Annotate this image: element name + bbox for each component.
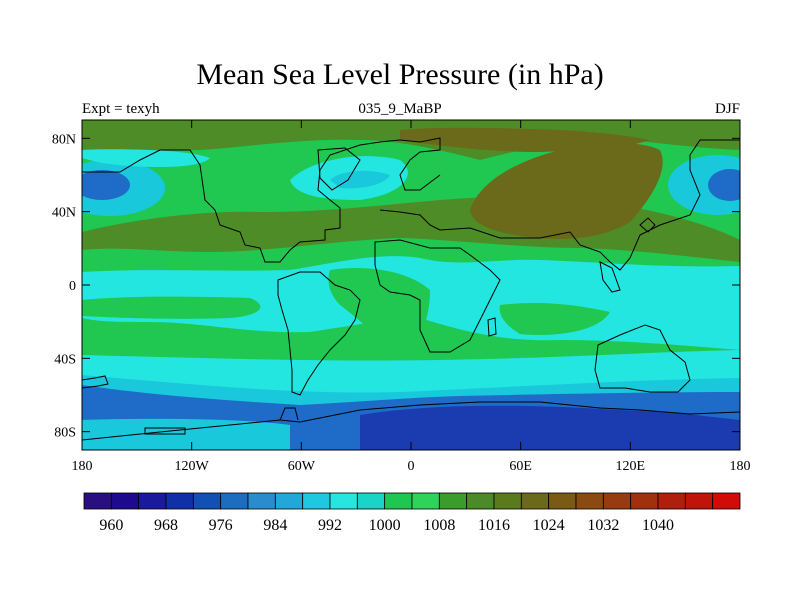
y-tick-label: 40N	[52, 206, 76, 221]
x-axis: 180 120W 60W 0 60E 120E 180	[72, 120, 751, 474]
contour-low-ne-outer	[668, 155, 740, 215]
colorbar-swatch	[438, 492, 468, 510]
colorbar-label: 992	[318, 517, 342, 534]
contour-low-ne-inner	[708, 169, 740, 201]
period-label: 035_9_MaBP	[358, 101, 442, 117]
north-america-outline	[82, 137, 441, 263]
experiment-label: Expt = texyh	[82, 101, 160, 117]
colorbar-swatch	[83, 492, 112, 510]
colorbar-swatch	[356, 492, 386, 510]
colorbar-label: 976	[209, 517, 233, 534]
x-tick-label: 0	[408, 459, 415, 474]
contour-green-patch-4	[499, 302, 610, 336]
contour-lightblue-atlantic	[330, 170, 390, 189]
contour-deepblue-south	[360, 405, 740, 450]
y-axis: 80N 40N 0 40S 80S	[52, 132, 740, 441]
colorbar-label: 984	[263, 517, 287, 534]
colorbar-swatch	[520, 492, 550, 510]
y-tick-label: 80S	[54, 426, 76, 441]
colorbar-swatch	[575, 492, 604, 510]
antarctica-outline	[82, 401, 740, 441]
colorbar-label: 960	[99, 517, 123, 534]
y-tick-label: 80N	[52, 132, 76, 147]
contour-brown-asia	[470, 143, 663, 240]
contour-green-patch-3	[328, 268, 430, 352]
colorbar-swatch	[466, 492, 495, 510]
colorbar-label: 1032	[587, 517, 619, 534]
contour-cyan-antarctic	[82, 418, 290, 450]
x-tick-label: 60E	[509, 459, 532, 474]
x-tick-label: 120E	[616, 459, 646, 474]
colorbar-swatch	[220, 492, 249, 510]
colorbar-label: 1008	[423, 517, 455, 534]
contour-brown-north	[400, 127, 650, 152]
colorbar-swatch	[138, 492, 167, 510]
eurasia-outline	[379, 139, 740, 271]
x-tick-label: 180	[72, 459, 93, 474]
colorbar-label: 968	[154, 517, 178, 534]
japan-outline	[639, 217, 656, 233]
contour-green-patch-2	[188, 333, 272, 357]
colorbar-swatch	[110, 492, 140, 510]
southwest-island-outline	[82, 375, 109, 389]
colorbar-swatch	[165, 492, 194, 510]
colorbar-swatch	[192, 492, 222, 510]
australia-outline	[594, 324, 691, 393]
africa-outline	[374, 239, 501, 353]
y-tick-label: 0	[69, 279, 76, 294]
colorbar-swatch	[247, 492, 276, 510]
continent-outlines	[82, 137, 740, 441]
colorbar-swatch	[684, 492, 714, 510]
colorbar-swatch	[712, 492, 741, 510]
colorbar-label: 1000	[369, 517, 401, 534]
colorbar-swatch	[329, 492, 358, 510]
colorbar-label: 1016	[478, 517, 510, 534]
colorbar-swatch	[411, 492, 440, 510]
x-tick-label: 60W	[288, 459, 316, 474]
colorbar-label: 1040	[642, 517, 674, 534]
colorbar: 960 968 976 984 992 1000 1008 1016 1024 1032 1040	[83, 492, 741, 534]
colorbar-swatch	[493, 492, 522, 510]
colorbar-swatch	[657, 492, 686, 510]
colorbar-swatch	[548, 492, 577, 510]
antarctic-shelf-outline	[144, 427, 186, 435]
greenland-outline	[317, 147, 361, 191]
colorbar-swatch	[602, 492, 632, 510]
contour-low-nw-inner	[82, 170, 130, 200]
colorbar-label: 1024	[533, 517, 565, 534]
contour-cyan-arctic	[82, 149, 210, 168]
season-label: DJF	[714, 101, 740, 117]
x-tick-label: 180	[730, 459, 751, 474]
colorbar-swatch	[302, 492, 331, 510]
pressure-field	[82, 120, 740, 450]
south-america-outline	[277, 271, 361, 396]
colorbar-swatch	[630, 492, 659, 510]
southeast-asia-outline	[599, 261, 621, 293]
map-title: Mean Sea Level Pressure (in hPa)	[196, 58, 604, 91]
contour-green-patch-1	[82, 296, 261, 319]
y-tick-label: 40S	[54, 352, 76, 367]
x-tick-label: 120W	[175, 459, 210, 474]
colorbar-swatch	[274, 492, 304, 510]
madagascar-outline	[487, 317, 497, 337]
colorbar-swatch	[384, 492, 413, 510]
antarctic-peninsula-outline	[279, 407, 299, 421]
